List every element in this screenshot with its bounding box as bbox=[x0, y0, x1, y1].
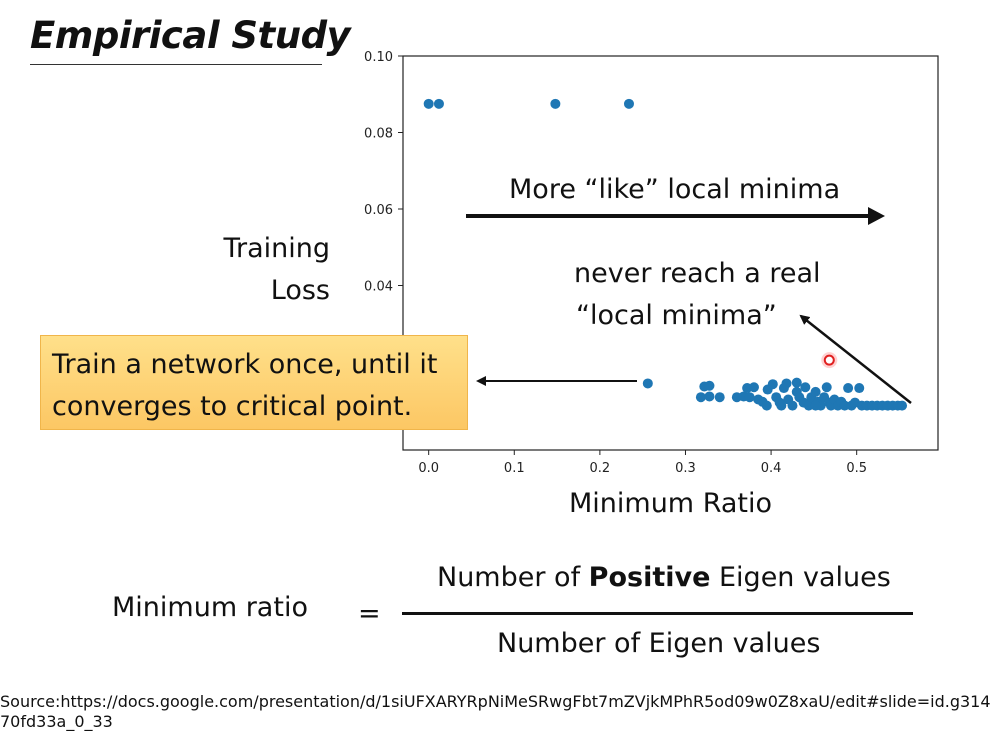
formula-numerator: Number of Positive Eigen values bbox=[437, 562, 891, 593]
annotation-never-reach-line2: “local minima” bbox=[576, 300, 777, 331]
x-tick-label: 0.1 bbox=[504, 461, 525, 476]
scatter-chart: 0.00.10.20.30.40.50.100.080.060.040.02Mi… bbox=[364, 50, 939, 519]
y-tick-label: 0.06 bbox=[364, 203, 393, 218]
source-citation: Source:https://docs.google.com/presentat… bbox=[0, 692, 991, 731]
annotation-more-like-local-minima: More “like” local minima bbox=[509, 174, 841, 205]
callout-line1: Train a network once, until it bbox=[52, 349, 438, 380]
data-point bbox=[800, 382, 811, 393]
data-point bbox=[704, 391, 715, 402]
x-tick-label: 0.3 bbox=[675, 461, 696, 476]
x-tick-label: 0.2 bbox=[590, 461, 611, 476]
plot-frame bbox=[402, 55, 939, 451]
x-axis-label: Minimum Ratio bbox=[569, 488, 772, 519]
formula-equals: = bbox=[358, 598, 381, 629]
x-tick-label: 0.5 bbox=[846, 461, 867, 476]
formula-denominator: Number of Eigen values bbox=[497, 628, 821, 659]
y-tick-label: 0.08 bbox=[364, 127, 393, 142]
data-point bbox=[744, 392, 755, 403]
callout-box: Train a network once, until it converges… bbox=[40, 335, 468, 430]
y-axis-label-line1: Training bbox=[223, 233, 330, 264]
y-axis-label: Training Loss bbox=[223, 228, 330, 312]
annotation-never-reach-line1: never reach a real bbox=[574, 258, 821, 289]
highlight-marker bbox=[823, 354, 835, 366]
data-point bbox=[623, 98, 634, 109]
x-tick-label: 0.4 bbox=[761, 461, 782, 476]
data-point bbox=[791, 377, 802, 388]
data-point bbox=[787, 400, 798, 411]
y-tick-label: 0.04 bbox=[364, 280, 393, 295]
arrow-never-reach bbox=[799, 314, 912, 404]
formula-minimum-ratio: Minimum ratio bbox=[112, 592, 308, 623]
numerator-bold: Positive bbox=[588, 562, 711, 593]
data-point bbox=[704, 380, 715, 391]
arrowhead-right bbox=[868, 207, 885, 225]
data-point bbox=[776, 400, 787, 411]
data-point bbox=[821, 382, 832, 393]
data-point bbox=[839, 400, 850, 411]
y-tick-label: 0.10 bbox=[364, 50, 393, 65]
title-underline bbox=[30, 64, 322, 65]
data-point bbox=[897, 400, 908, 411]
data-point bbox=[781, 378, 792, 389]
data-point bbox=[642, 378, 653, 389]
data-point bbox=[803, 400, 814, 411]
data-point bbox=[695, 392, 706, 403]
y-axis-label-line2: Loss bbox=[270, 275, 330, 306]
numerator-post: Eigen values bbox=[710, 562, 891, 593]
data-point bbox=[810, 386, 821, 397]
data-point bbox=[854, 383, 865, 394]
data-point bbox=[843, 383, 854, 394]
data-point bbox=[767, 379, 778, 390]
data-point bbox=[550, 98, 561, 109]
data-point bbox=[433, 98, 444, 109]
data-point bbox=[714, 392, 725, 403]
data-point bbox=[810, 400, 821, 411]
fraction-bar bbox=[402, 612, 913, 615]
callout-line2: converges to critical point. bbox=[52, 391, 413, 422]
data-point bbox=[748, 382, 759, 393]
numerator-pre: Number of bbox=[437, 562, 589, 593]
data-point bbox=[423, 98, 434, 109]
x-tick-label: 0.0 bbox=[418, 461, 439, 476]
data-point bbox=[761, 400, 772, 411]
slide-title: Empirical Study bbox=[30, 14, 351, 57]
